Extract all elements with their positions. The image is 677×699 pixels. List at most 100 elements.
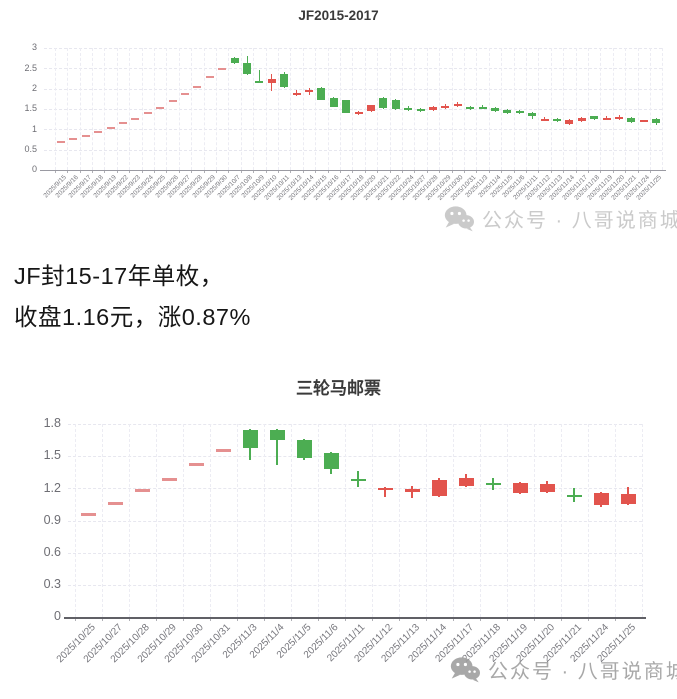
axis-tick <box>315 170 317 173</box>
grid-line <box>476 48 478 170</box>
axis-tick <box>526 170 527 173</box>
watermark-text: 公众号 · 八哥说商城 <box>482 210 677 232</box>
y-axis-label: 0.5 <box>24 144 37 155</box>
axis-tick <box>476 170 478 173</box>
axis-tick <box>650 170 651 173</box>
grid-line <box>371 424 373 617</box>
axis-tick <box>377 170 379 173</box>
candle <box>503 109 512 114</box>
y-axis-label: 0 <box>31 164 37 175</box>
grid-line <box>68 552 642 554</box>
axis-tick <box>637 170 639 173</box>
candle <box>317 88 326 100</box>
axis-tick <box>154 170 155 173</box>
grid-line <box>263 424 265 617</box>
candle <box>565 119 574 125</box>
y-axis-label: 3 <box>31 42 37 53</box>
grid-line <box>129 48 131 170</box>
grid-line <box>538 48 540 170</box>
candle <box>107 502 123 506</box>
axis-tick <box>506 617 508 621</box>
grid-line <box>278 48 279 170</box>
candle <box>478 106 487 109</box>
grid-line <box>600 48 602 170</box>
grid-line <box>240 48 242 170</box>
grid-line <box>67 48 69 170</box>
jf-chart-title: JF2015-2017 <box>298 8 379 23</box>
candle-wick <box>258 69 260 83</box>
axis-tick <box>588 170 589 173</box>
plot-area <box>68 424 643 617</box>
axis-tick <box>425 617 427 621</box>
candle <box>296 440 312 459</box>
wechat-icon <box>450 656 480 683</box>
candle <box>329 97 338 107</box>
grid-line <box>464 48 465 170</box>
grid-line <box>451 48 453 170</box>
candle <box>367 105 375 112</box>
grid-line <box>402 48 403 170</box>
candle <box>404 107 413 110</box>
grid-line <box>317 424 319 617</box>
candle <box>342 100 351 113</box>
grid-line <box>452 424 454 617</box>
candle <box>602 117 611 120</box>
axis-tick <box>253 170 255 173</box>
watermark-top: 公众号 · 八哥说商城 <box>444 204 677 233</box>
grid-line <box>182 424 184 617</box>
grid-line <box>290 48 292 170</box>
grid-line <box>513 48 515 170</box>
axis-tick <box>501 170 503 173</box>
grid-line <box>344 424 346 617</box>
candle <box>218 67 227 70</box>
axis-tick <box>389 170 391 173</box>
grid-line <box>614 424 616 617</box>
candle <box>119 122 127 125</box>
candle <box>215 448 231 452</box>
axis-tick <box>178 170 180 173</box>
candle <box>205 76 214 79</box>
grid-line <box>191 48 193 170</box>
grid-line <box>128 424 130 617</box>
axis-tick <box>575 170 577 173</box>
candle <box>512 482 528 493</box>
grid-line <box>398 424 400 617</box>
axis-tick <box>101 617 103 621</box>
grid-line <box>414 48 416 170</box>
grid-line <box>641 424 643 617</box>
axis-tick <box>533 617 535 621</box>
candle <box>620 493 636 505</box>
grid-line <box>425 424 427 617</box>
grid-line <box>588 48 589 170</box>
candle-wick <box>384 487 386 497</box>
axis-tick <box>209 617 211 621</box>
grid-line <box>68 424 642 425</box>
grid-line <box>575 48 577 170</box>
axis-tick <box>236 617 238 621</box>
axis-tick <box>513 170 515 173</box>
axis-tick <box>104 170 106 173</box>
candle <box>131 117 140 120</box>
candle <box>230 57 239 64</box>
axis-tick <box>116 170 118 173</box>
grid-line <box>116 48 118 170</box>
axis-tick <box>612 170 614 173</box>
watermark-bottom: 公众号 · 八哥说商城 <box>450 655 677 684</box>
axis-tick <box>479 617 481 621</box>
grid-line <box>101 424 103 617</box>
candle <box>134 489 150 493</box>
candle <box>80 512 96 516</box>
summary-text: JF封15-17年单枚， 收盘1.16元，涨0.87% <box>14 256 251 338</box>
candle <box>69 138 78 141</box>
axis-tick <box>364 170 366 173</box>
sanlun-chart: 三轮马邮票 0 0.3 0.6 0.9 1.2 1.5 1.8 2025/10/25 2025/… <box>0 370 677 699</box>
candle <box>323 452 339 470</box>
candle <box>81 134 90 137</box>
grid-line <box>92 48 93 170</box>
axis-tick <box>79 170 81 173</box>
grid-line <box>563 48 565 170</box>
grid-line <box>155 424 157 617</box>
candle <box>528 112 537 117</box>
grid-line <box>68 456 642 458</box>
candle <box>515 111 524 114</box>
